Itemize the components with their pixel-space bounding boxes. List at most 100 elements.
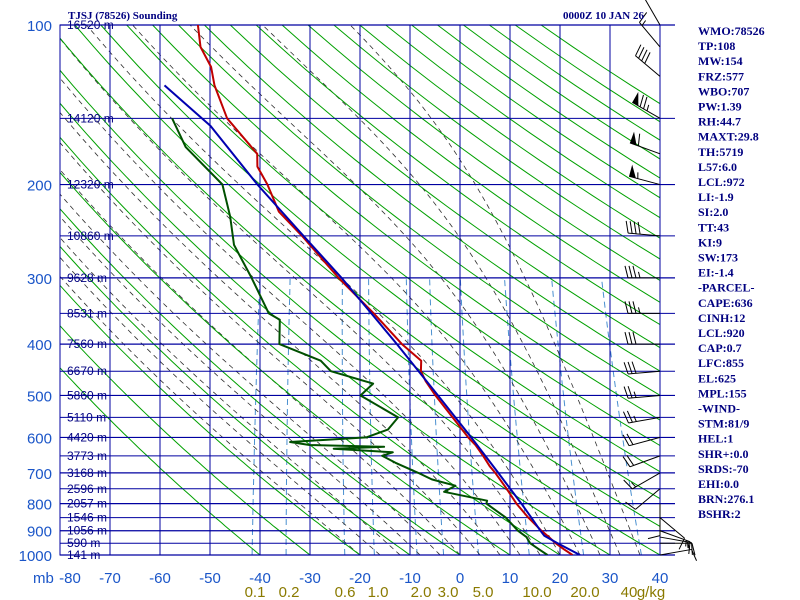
moist-adiabat-line — [132, 25, 581, 555]
wind-barb-full — [635, 44, 642, 57]
height-label: 4420 m — [67, 430, 107, 444]
wind-barb — [659, 517, 685, 550]
moist-adiabat-line — [60, 38, 541, 555]
temperature-tick-label: 0 — [456, 570, 464, 587]
wind-barb-staff — [644, 0, 661, 26]
pressure-tick-label: 700 — [27, 466, 52, 483]
temperature-tick-label: -20 — [349, 570, 371, 587]
wind-barb — [623, 361, 661, 375]
wind-barb-full — [622, 411, 629, 424]
index-text: -WIND- — [698, 402, 740, 416]
index-text: WMO:78526 — [698, 24, 765, 38]
mixing-ratio-line — [368, 277, 375, 555]
wind-barb-staff — [659, 530, 691, 543]
wind-barb-full — [632, 301, 637, 314]
index-text: SW:173 — [698, 251, 738, 265]
height-label: 7560 m — [67, 337, 107, 351]
wind-barb — [629, 131, 661, 155]
grid-lines — [59, 24, 675, 556]
moist-adiabat-line — [349, 25, 641, 555]
dry-adiabat-line — [60, 37, 660, 527]
index-text: BSHR:2 — [698, 507, 741, 521]
dewpoint-trace — [171, 117, 549, 555]
temperature-tick-label: -10 — [399, 570, 421, 587]
wind-barb-full — [678, 537, 685, 550]
chart-title: TJSJ (78526) Sounding — [68, 10, 178, 22]
wind-barb-staff — [628, 436, 661, 447]
wind-barb-full — [623, 386, 629, 399]
pressure-tick-label: 400 — [27, 337, 52, 354]
wind-barb-half — [638, 307, 641, 314]
wind-barb-staff — [628, 416, 661, 424]
pressure-tick-label: 500 — [27, 388, 52, 405]
wind-barb-full — [622, 434, 630, 446]
wind-barb-full — [632, 331, 637, 345]
wind-barb-half — [638, 271, 641, 278]
dry-adiabat-line — [514, 25, 660, 123]
height-label: 1056 m — [67, 524, 107, 538]
index-text: -PARCEL- — [698, 281, 754, 295]
mixing-ratio-label: 10.0 — [522, 584, 551, 600]
wind-barb-full — [639, 12, 648, 23]
mixing-ratio-label: 20.0 — [570, 584, 599, 600]
mixing-ratio-label: 0.6 — [335, 584, 356, 600]
height-label: 8531 m — [67, 306, 107, 320]
wind-barb — [628, 164, 661, 186]
wind-barb — [622, 433, 661, 447]
wind-barb — [644, 0, 661, 26]
wind-barb-full — [626, 410, 633, 423]
height-label: 590 m — [67, 536, 100, 550]
mixing-ratio-label: 2.0 — [411, 584, 432, 600]
wind-barb-full — [691, 542, 693, 555]
wind-barb-full — [688, 541, 691, 555]
wind-barb-full — [643, 96, 648, 109]
index-text: LCL:920 — [698, 326, 745, 340]
wind-barb-staff — [632, 101, 661, 119]
sounding-traces — [163, 25, 581, 555]
index-text: SHR+:0.0 — [698, 447, 749, 461]
pressure-tick-label: 600 — [27, 430, 52, 447]
wind-barb — [622, 454, 661, 468]
moist-adiabat-line — [60, 256, 381, 555]
mixing-ratio-line — [551, 277, 585, 555]
index-text: STM:81/9 — [698, 417, 749, 431]
index-text: L57:6.0 — [698, 160, 737, 174]
index-text: HEL:1 — [698, 432, 733, 446]
dry-adiabat-line — [74, 25, 660, 500]
index-text: SI:2.0 — [698, 205, 728, 219]
wind-barb-staff — [628, 370, 661, 375]
index-text: TT:43 — [698, 220, 729, 234]
wind-barb-full — [625, 501, 636, 510]
height-label: 5110 m — [67, 410, 106, 424]
dry-adiabat-line — [100, 25, 660, 473]
wind-barb — [625, 220, 661, 237]
wind-barb — [659, 530, 691, 555]
wind-barb-full — [626, 454, 635, 466]
wind-barb — [623, 386, 661, 399]
height-label: 9628 m — [67, 271, 107, 285]
temperature-tick-label: 10 — [502, 570, 519, 587]
mixing-ratio-line — [459, 277, 480, 555]
wind-barb-full — [644, 52, 651, 64]
index-text: WBO:707 — [698, 84, 749, 98]
wind-barb-full — [633, 221, 637, 234]
wind-barbs — [622, 0, 698, 561]
wind-barb-full — [622, 456, 631, 468]
wind-barb — [625, 488, 661, 510]
mixing-ratio-line — [341, 277, 346, 555]
index-text: PW:1.39 — [698, 100, 742, 114]
wind-barb-full — [624, 301, 629, 314]
temperature-trace — [196, 25, 574, 555]
index-text: LFC:855 — [698, 356, 744, 370]
wind-barb-staff — [629, 455, 661, 468]
wind-barb — [639, 12, 661, 48]
moist-adiabat-line — [60, 275, 361, 555]
index-text: CAP:0.7 — [698, 341, 742, 355]
mixing-ratio-label: g/kg — [637, 584, 665, 600]
height-label: 2057 m — [67, 497, 107, 511]
wind-barb-half — [633, 415, 637, 422]
wind-barb — [624, 265, 660, 279]
wind-barb-half — [633, 391, 637, 398]
temperature-tick-label: -50 — [199, 570, 221, 587]
